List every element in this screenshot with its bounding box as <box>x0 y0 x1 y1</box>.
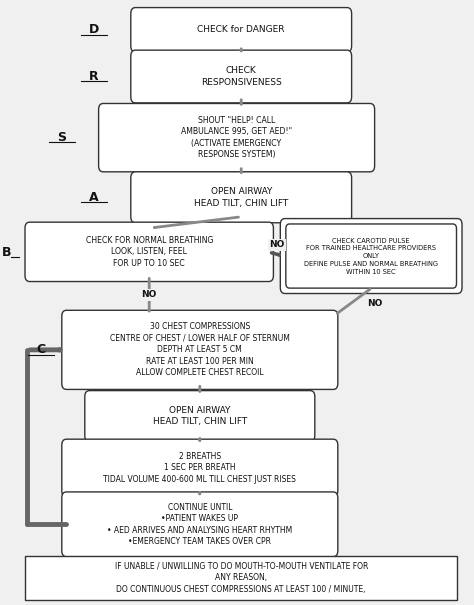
Text: NO: NO <box>142 290 157 299</box>
Text: CONTINUE UNTIL
•PATIENT WAKES UP
• AED ARRIVES AND ANALYSING HEART RHYTHM
•EMERG: CONTINUE UNTIL •PATIENT WAKES UP • AED A… <box>107 503 292 546</box>
Text: CHECK CAROTID PULSE
FOR TRAINED HEALTHCARE PROVIDERS
ONLY
DEFINE PULSE AND NORMA: CHECK CAROTID PULSE FOR TRAINED HEALTHCA… <box>304 238 438 275</box>
FancyBboxPatch shape <box>85 391 315 442</box>
Text: A: A <box>89 191 99 204</box>
FancyBboxPatch shape <box>25 222 273 281</box>
Text: 30 CHEST COMPRESSIONS
CENTRE OF CHEST / LOWER HALF OF STERNUM
DEPTH AT LEAST 5 C: 30 CHEST COMPRESSIONS CENTRE OF CHEST / … <box>110 322 290 378</box>
Text: CHECK
RESPONSIVENESS: CHECK RESPONSIVENESS <box>201 67 282 87</box>
FancyBboxPatch shape <box>62 439 338 497</box>
Text: R: R <box>89 70 99 83</box>
Text: IF UNABLE / UNWILLING TO DO MOUTH-TO-MOUTH VENTILATE FOR
ANY REASON,
DO CONTINUO: IF UNABLE / UNWILLING TO DO MOUTH-TO-MOU… <box>115 562 368 594</box>
FancyBboxPatch shape <box>131 50 352 103</box>
Text: OPEN AIRWAY
HEAD TILT, CHIN LIFT: OPEN AIRWAY HEAD TILT, CHIN LIFT <box>194 187 288 208</box>
FancyBboxPatch shape <box>131 8 352 52</box>
Text: D: D <box>89 23 99 36</box>
FancyBboxPatch shape <box>99 103 374 172</box>
FancyBboxPatch shape <box>62 492 338 557</box>
Text: SHOUT "HELP! CALL
AMBULANCE 995, GET AED!"
(ACTIVATE EMERGENCY
RESPONSE SYSTEM): SHOUT "HELP! CALL AMBULANCE 995, GET AED… <box>181 116 292 159</box>
Text: NO: NO <box>367 299 383 308</box>
Text: B: B <box>2 246 11 259</box>
Text: CHECK for DANGER: CHECK for DANGER <box>198 25 285 34</box>
FancyBboxPatch shape <box>280 218 462 293</box>
Text: NO: NO <box>269 240 285 249</box>
Text: S: S <box>57 131 66 144</box>
FancyBboxPatch shape <box>131 172 352 223</box>
Bar <box>25 556 457 600</box>
FancyBboxPatch shape <box>62 310 338 390</box>
Text: CHECK FOR NORMAL BREATHING
LOOK, LISTEN, FEEL
FOR UP TO 10 SEC: CHECK FOR NORMAL BREATHING LOOK, LISTEN,… <box>85 236 213 268</box>
Text: C: C <box>36 344 46 356</box>
Text: OPEN AIRWAY
HEAD TILT, CHIN LIFT: OPEN AIRWAY HEAD TILT, CHIN LIFT <box>153 406 247 427</box>
Text: 2 BREATHS
1 SEC PER BREATH
TIDAL VOLUME 400-600 ML TILL CHEST JUST RISES: 2 BREATHS 1 SEC PER BREATH TIDAL VOLUME … <box>103 452 296 484</box>
